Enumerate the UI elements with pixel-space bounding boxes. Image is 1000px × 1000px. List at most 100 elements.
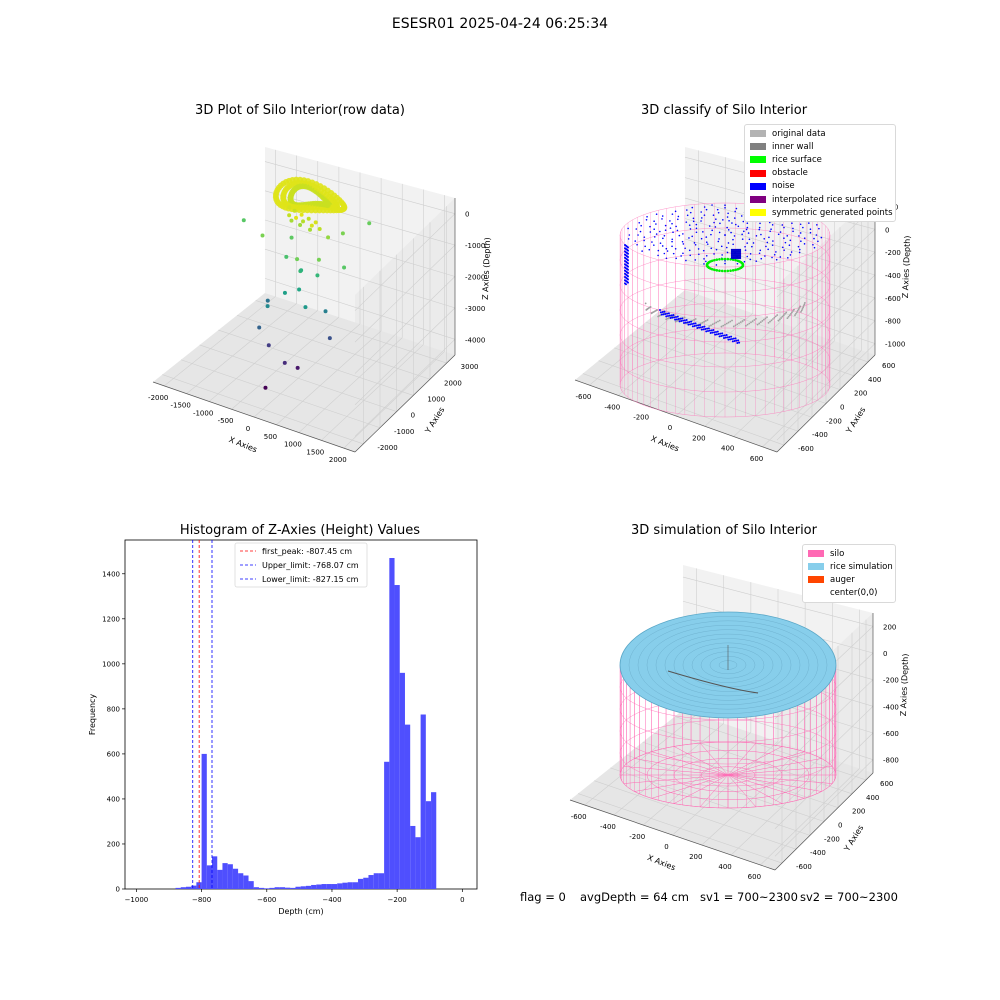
surface-point: [331, 204, 338, 211]
noise-point: [781, 246, 784, 249]
noise-point: [710, 233, 712, 236]
original-data-point: [801, 308, 804, 310]
original-data-point: [773, 316, 776, 319]
noise-point: [730, 248, 734, 252]
y-tick-label: 0: [840, 404, 844, 412]
y-tick-label: 800: [107, 705, 120, 713]
noise-point: [724, 207, 726, 209]
x-tick-label: 0: [460, 896, 464, 904]
z-tick-label: 0: [883, 650, 887, 658]
y-tick-label: 600: [880, 780, 893, 788]
y-tick-label: 1000: [427, 395, 445, 403]
legend-label: obstacle: [772, 168, 808, 179]
noise-point: [705, 236, 708, 238]
noise-point: [671, 213, 674, 215]
noise-point: [657, 254, 659, 257]
noise-point: [736, 252, 740, 256]
y-tick-label: -2000: [377, 444, 397, 452]
legend-entry: rice simulation: [808, 560, 893, 573]
noise-point: [686, 209, 688, 211]
noise-point: [692, 322, 695, 325]
noise-point: [724, 204, 726, 207]
noise-point: [719, 332, 722, 335]
noise-point: [637, 234, 639, 236]
original-data-point: [787, 315, 790, 318]
original-data-point: [782, 314, 785, 317]
noise-point: [730, 335, 733, 338]
original-data-point: [750, 321, 752, 324]
noise-point: [700, 217, 703, 219]
legend-swatch: [750, 209, 766, 217]
data-point: [301, 219, 306, 224]
noise-point: [682, 319, 685, 322]
noise-point: [686, 321, 689, 324]
legend-label: Upper_limit: -768.07 cm: [262, 561, 359, 570]
noise-point: [627, 265, 629, 268]
data-point: [317, 227, 322, 232]
histogram-bar: [258, 887, 265, 889]
noise-point: [676, 315, 679, 318]
original-data-point: [799, 305, 802, 308]
noise-point: [646, 215, 648, 218]
original-data-point: [734, 324, 737, 327]
noise-point: [675, 318, 678, 321]
noise-point: [781, 224, 784, 226]
histogram-bar: [243, 875, 249, 889]
noise-point: [681, 317, 684, 320]
original-data-point: [764, 317, 767, 320]
original-data-point: [708, 325, 711, 328]
noise-point: [703, 206, 706, 208]
noise-point: [703, 325, 706, 328]
legend-label: silo: [830, 548, 845, 559]
original-data-point: [722, 324, 725, 327]
data-point: [299, 212, 304, 217]
legend-entry: center(0,0): [808, 587, 890, 600]
original-data-point: [713, 322, 716, 325]
noise-point: [649, 231, 652, 233]
data-point: [327, 336, 332, 341]
noise-point: [661, 311, 664, 313]
noise-point: [723, 334, 726, 337]
original-data-point: [786, 317, 789, 320]
original-data-point: [802, 306, 805, 309]
noise-point: [702, 249, 705, 252]
original-data-point: [770, 319, 773, 322]
z-tick-label: -2000: [465, 274, 485, 282]
original-data-point: [711, 323, 714, 326]
noise-point: [734, 210, 736, 213]
legend-label: interpolated rice surface: [772, 194, 877, 205]
original-data-point: [644, 302, 647, 305]
noise-point: [655, 213, 658, 215]
noise-point: [789, 254, 792, 256]
noise-point: [657, 249, 660, 252]
noise-point: [755, 235, 758, 237]
histogram-bar: [305, 885, 312, 889]
histogram-bar: [373, 873, 379, 889]
histogram-bar: [378, 873, 385, 889]
noise-point: [659, 311, 662, 314]
noise-point: [783, 249, 785, 251]
noise-point: [672, 252, 675, 255]
noise-point: [627, 268, 629, 271]
original-data-point: [645, 309, 648, 311]
noise-point: [661, 218, 663, 220]
noise-point: [720, 335, 723, 337]
data-point: [295, 257, 300, 262]
data-point: [294, 215, 299, 220]
histogram-bar: [389, 558, 395, 889]
noise-point: [634, 240, 637, 242]
noise-point: [627, 256, 629, 258]
data-point: [323, 309, 328, 314]
noise-point: [716, 208, 719, 211]
noise-point: [783, 237, 785, 239]
noise-point: [689, 211, 692, 214]
noise-point: [702, 231, 704, 233]
original-data-point: [803, 302, 806, 304]
rice-surface-point: [713, 268, 716, 272]
noise-point: [730, 254, 734, 258]
noise-point: [638, 222, 641, 224]
noise-point: [653, 244, 655, 246]
x-tick-label: -600: [575, 393, 591, 401]
noise-point: [728, 219, 730, 222]
original-data-point: [748, 322, 751, 325]
